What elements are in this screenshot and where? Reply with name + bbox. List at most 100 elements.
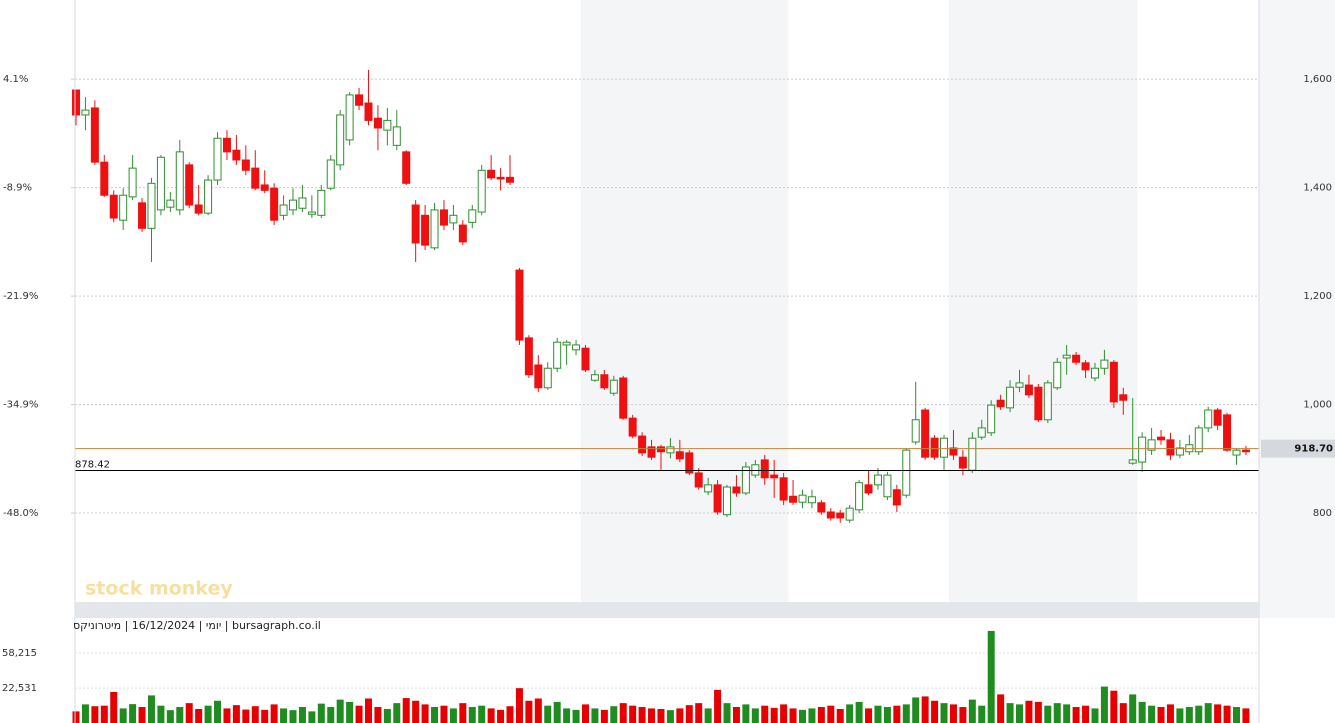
volume-bar (968, 699, 976, 723)
volume-bar (72, 711, 80, 723)
candle-body (439, 209, 448, 226)
candle-body (128, 167, 137, 198)
volume-bar (138, 707, 146, 723)
volume-bar (81, 704, 89, 723)
candle-body (496, 176, 505, 180)
candle-body (1043, 382, 1052, 421)
candle-body (760, 459, 769, 479)
candle-body (175, 151, 184, 211)
candle-body (845, 507, 854, 521)
candle-body (638, 435, 647, 454)
volume-bar (572, 709, 580, 723)
volume-bar (902, 704, 910, 723)
candle-body (156, 156, 165, 211)
candle-body (506, 176, 515, 183)
volume-bar (1166, 704, 1174, 723)
volume-bar (789, 708, 797, 723)
volume-bar (317, 703, 325, 723)
volume-bar (563, 708, 571, 723)
candle-body (930, 437, 939, 458)
volume-bar (232, 705, 240, 723)
candle-body (421, 214, 430, 246)
candle-body (270, 187, 279, 221)
candle-body (949, 447, 958, 456)
candle-body (279, 204, 288, 216)
candle-body (1175, 447, 1184, 456)
candle-body (345, 94, 354, 141)
x-axis-strip (75, 602, 1259, 618)
candle-body (194, 204, 203, 214)
volume-bar (553, 701, 561, 723)
volume-bar (987, 630, 995, 723)
volume-bar (1044, 705, 1052, 723)
month-band (788, 0, 949, 602)
volume-bar (91, 706, 99, 723)
volume-bar (119, 708, 127, 723)
y-tick-label: -48.0% (3, 508, 38, 519)
candle-body (958, 456, 967, 469)
candle-body (713, 484, 722, 513)
y-tick-label: 1,600 (1303, 74, 1332, 85)
candle-body (477, 169, 486, 213)
candle-body (1213, 409, 1222, 426)
y-tick-label: 1,000 (1303, 400, 1332, 411)
candle-body (553, 341, 562, 369)
candle-body (524, 337, 533, 376)
candle-body (1109, 361, 1118, 403)
volume-bar (280, 708, 288, 723)
candle-body (1128, 459, 1137, 464)
candle-body (694, 472, 703, 488)
candle-body (81, 109, 90, 116)
volume-bar (723, 703, 731, 723)
volume-bar (610, 706, 618, 723)
volume-bar (1082, 705, 1090, 723)
candle-body (647, 446, 656, 458)
volume-bar (1185, 707, 1193, 723)
volume-bar (648, 708, 656, 723)
volume-bar (308, 711, 316, 723)
candle-body (458, 224, 467, 243)
y-tick-label: 58,215 (2, 648, 37, 659)
candle-body (996, 399, 1005, 408)
candle-body (864, 484, 873, 494)
volume-bar (1091, 708, 1099, 723)
candle-body (704, 484, 713, 493)
candle-body (383, 119, 392, 131)
candle-body (600, 374, 609, 389)
candle-body (826, 511, 835, 519)
candle-body (138, 202, 147, 229)
volume-bar (459, 703, 467, 723)
candle-body (326, 159, 335, 189)
volume-bar (1129, 694, 1137, 723)
candle-body (1006, 386, 1015, 409)
candle-body (902, 449, 911, 496)
candle-body (373, 117, 382, 129)
right-axis-panel (1259, 0, 1335, 618)
candle-body (619, 377, 628, 419)
volume-bar (846, 704, 854, 723)
candle-body (185, 164, 194, 206)
candle-body (1015, 382, 1024, 388)
volume-bar (195, 708, 203, 723)
month-band (75, 0, 393, 602)
volume-bar (100, 705, 108, 723)
candle-body (590, 374, 599, 381)
candle-body (1147, 439, 1156, 451)
candle-body (307, 211, 316, 215)
volume-bar (591, 708, 599, 723)
volume-bar (874, 705, 882, 723)
candle-body (355, 94, 364, 106)
candle-body (241, 159, 250, 171)
candle-body (921, 409, 930, 458)
candle-body (430, 209, 439, 249)
volume-bar (1006, 703, 1014, 723)
candle-body (666, 446, 675, 454)
volume-bar (732, 707, 740, 723)
y-tick-label: 800 (1313, 508, 1332, 519)
candle-body (1194, 427, 1203, 453)
candle-body (298, 197, 307, 209)
volume-bar (1148, 705, 1156, 723)
volume-bar (525, 700, 533, 723)
candle-body (1090, 367, 1099, 379)
candle-body (732, 486, 741, 494)
